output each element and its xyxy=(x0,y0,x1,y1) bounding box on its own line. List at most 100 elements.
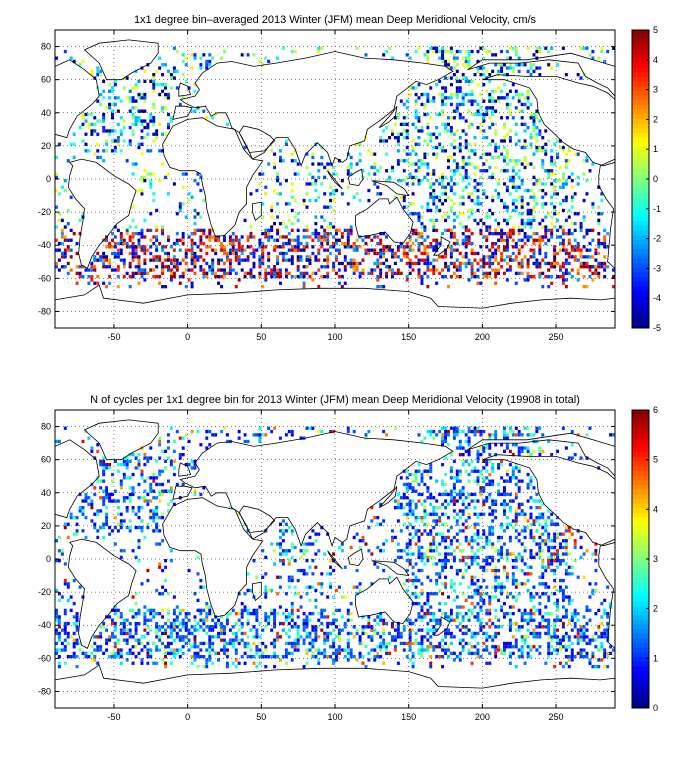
data-cell xyxy=(426,96,430,100)
data-cell xyxy=(184,248,188,252)
data-cell xyxy=(279,545,282,550)
data-cell xyxy=(66,535,70,540)
data-cell xyxy=(332,621,336,626)
data-cell xyxy=(258,238,262,242)
data-cell xyxy=(529,595,533,599)
data-cell xyxy=(169,271,173,276)
data-cell xyxy=(385,265,389,269)
data-cell xyxy=(532,218,536,223)
data-cell xyxy=(458,116,462,120)
data-cell xyxy=(343,565,347,569)
data-cell xyxy=(461,615,465,619)
data-cell xyxy=(190,53,194,57)
data-cell xyxy=(155,136,159,140)
data-cell xyxy=(564,552,568,556)
data-cell xyxy=(102,525,106,530)
data-cell xyxy=(494,89,498,93)
data-cell xyxy=(205,631,209,636)
data-cell xyxy=(164,648,168,652)
data-cell xyxy=(467,258,471,262)
data-cell xyxy=(290,651,294,656)
data-cell xyxy=(329,621,333,626)
data-cell xyxy=(449,198,453,203)
data-cell xyxy=(582,215,586,219)
data-cell xyxy=(408,638,412,642)
data-cell xyxy=(517,582,521,586)
data-cell xyxy=(196,228,200,233)
data-cell xyxy=(441,562,445,566)
data-cell xyxy=(267,232,271,236)
data-cell xyxy=(576,635,580,639)
data-cell xyxy=(473,218,477,223)
data-cell xyxy=(491,232,495,236)
data-cell xyxy=(287,241,291,246)
data-cell xyxy=(526,202,530,206)
data-cell xyxy=(320,265,324,269)
data-cell xyxy=(128,635,132,639)
data-cell xyxy=(476,592,480,596)
data-cell xyxy=(438,542,442,546)
data-cell xyxy=(113,102,117,107)
data-cell xyxy=(143,618,147,622)
data-cell xyxy=(290,248,294,252)
data-cell xyxy=(175,618,179,622)
data-cell xyxy=(579,261,583,266)
data-cell xyxy=(538,132,542,136)
data-cell xyxy=(113,608,117,613)
data-cell xyxy=(458,628,462,632)
data-cell xyxy=(87,122,91,127)
data-cell xyxy=(187,278,191,282)
data-cell xyxy=(505,169,509,173)
data-cell xyxy=(464,79,468,84)
data-cell xyxy=(314,235,318,239)
data-cell xyxy=(155,621,159,626)
data-cell xyxy=(438,575,442,579)
data-cell xyxy=(426,142,430,146)
data-cell xyxy=(193,179,197,183)
data-cell xyxy=(585,192,589,196)
data-cell xyxy=(464,139,468,143)
data-cell xyxy=(264,655,268,659)
data-cell xyxy=(352,635,356,639)
data-cell xyxy=(388,268,392,272)
data-cell xyxy=(447,285,450,289)
data-cell xyxy=(261,232,265,236)
data-cell xyxy=(564,661,568,665)
data-cell xyxy=(514,565,518,569)
data-cell xyxy=(461,625,465,629)
data-cell xyxy=(505,92,509,97)
data-cell xyxy=(606,232,610,236)
colorbar-segment xyxy=(632,192,649,199)
data-cell xyxy=(441,522,445,526)
data-cell xyxy=(246,618,250,622)
data-cell xyxy=(550,522,554,526)
data-cell xyxy=(564,612,568,616)
data-cell xyxy=(193,265,197,269)
data-cell xyxy=(299,555,303,560)
data-cell xyxy=(231,232,235,236)
data-cell xyxy=(420,641,424,646)
data-cell xyxy=(382,261,386,266)
data-cell xyxy=(332,172,336,176)
data-cell xyxy=(223,248,226,252)
data-cell xyxy=(379,268,383,272)
data-cell xyxy=(352,248,356,252)
data-cell xyxy=(476,251,480,256)
data-cell xyxy=(479,628,483,632)
data-cell xyxy=(349,612,353,616)
data-cell xyxy=(508,621,512,626)
data-cell xyxy=(420,126,424,130)
data-cell xyxy=(296,635,300,639)
data-cell xyxy=(467,79,471,84)
data-cell xyxy=(284,202,288,206)
data-cell xyxy=(564,525,568,530)
data-cell xyxy=(417,568,421,573)
data-cell xyxy=(408,559,412,563)
data-cell xyxy=(314,605,318,609)
data-cell xyxy=(511,612,515,616)
data-cell xyxy=(550,645,554,649)
data-cell xyxy=(447,648,450,652)
data-cell xyxy=(155,522,159,526)
data-cell xyxy=(172,46,176,50)
data-cell xyxy=(473,142,477,146)
